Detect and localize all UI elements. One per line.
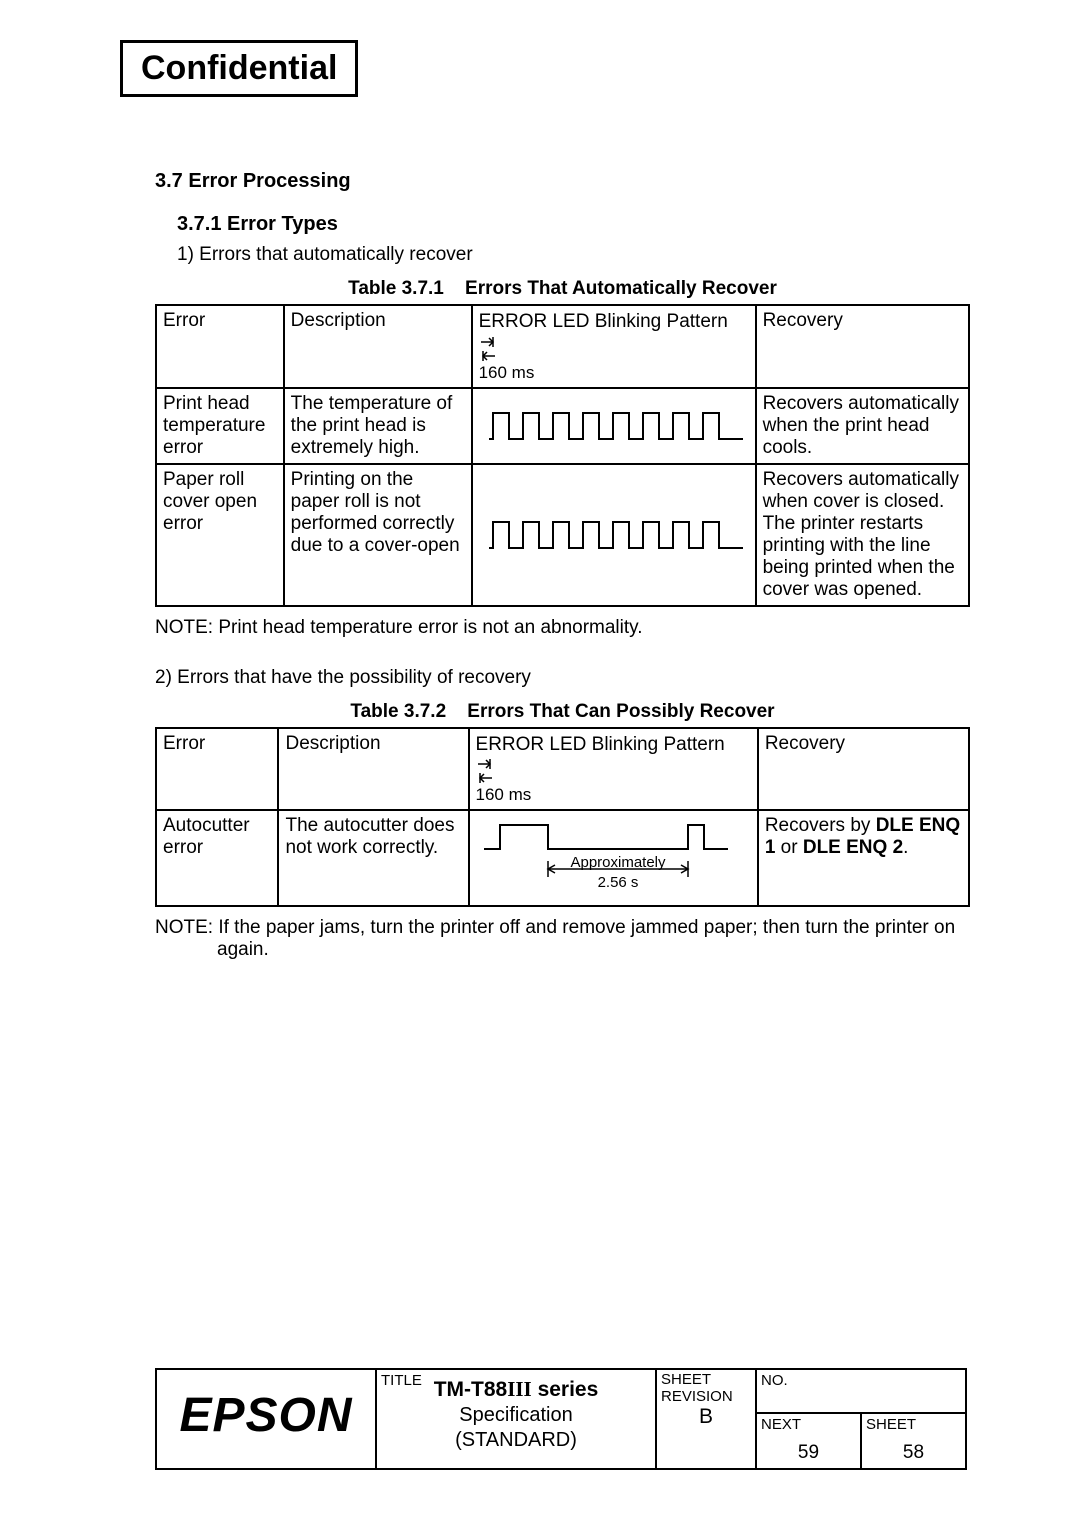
table-row: Paper roll cover open error Printing on … bbox=[156, 464, 969, 606]
next-cell: NEXT 59 bbox=[757, 1414, 861, 1468]
col-led: ERROR LED Blinking Pattern 160 ms bbox=[469, 728, 758, 811]
note-1: NOTE: Print head temperature error is no… bbox=[155, 617, 970, 639]
col-error: Error bbox=[156, 305, 284, 388]
col-led: ERROR LED Blinking Pattern 160 ms bbox=[472, 305, 756, 388]
col-desc: Description bbox=[284, 305, 472, 388]
caption-text: Errors That Automatically Recover bbox=[465, 278, 777, 299]
svg-text:2.56 s: 2.56 s bbox=[597, 874, 638, 891]
table-auto-recover: Error Description ERROR LED Blinking Pat… bbox=[155, 304, 970, 607]
next-label: NEXT bbox=[757, 1414, 860, 1438]
cell-desc: Printing on the paper roll is not perfor… bbox=[284, 464, 472, 606]
sheet-cell: SHEET 58 bbox=[861, 1414, 965, 1468]
sheet-revision-label: SHEETREVISION bbox=[657, 1370, 755, 1405]
cell-led-pattern bbox=[472, 464, 756, 606]
svg-text:Approximately: Approximately bbox=[570, 854, 666, 871]
sheet-revision-cell: SHEETREVISION B bbox=[656, 1369, 756, 1469]
table-row: Print head temperature error The tempera… bbox=[156, 388, 969, 464]
note-2-line2: again. bbox=[217, 939, 269, 960]
cell-led-pattern bbox=[472, 388, 756, 464]
col-error: Error bbox=[156, 728, 278, 811]
sheet-value: 58 bbox=[862, 1438, 965, 1468]
title-line2: Specification bbox=[459, 1404, 572, 1426]
cell-error: Print head temperature error bbox=[156, 388, 284, 464]
list-item-1: 1) Errors that automatically recover bbox=[177, 244, 970, 266]
col-desc: Description bbox=[278, 728, 468, 811]
no-label: NO. bbox=[757, 1370, 965, 1394]
caption-num: Table 3.7.1 bbox=[348, 278, 444, 299]
heading-3-7-1: 3.7.1 Error Types bbox=[177, 213, 970, 236]
next-value: 59 bbox=[757, 1438, 860, 1468]
list-item-2: 2) Errors that have the possibility of r… bbox=[155, 667, 970, 689]
title-block: EPSON TITLE TM-T88III series Specificati… bbox=[155, 1368, 967, 1470]
title-line1a: TM-T88 bbox=[434, 1378, 508, 1401]
cell-error: Paper roll cover open error bbox=[156, 464, 284, 606]
col-recovery: Recovery bbox=[756, 305, 969, 388]
cell-led-pattern: Approximately 2.56 s bbox=[469, 810, 758, 906]
table-1-caption: Table 3.7.1 Errors That Automatically Re… bbox=[155, 278, 970, 300]
note-2-line1: NOTE: If the paper jams, turn the printe… bbox=[155, 917, 955, 938]
revision-value: B bbox=[657, 1405, 755, 1439]
cell-recovery: Recovers by DLE ENQ 1 or DLE ENQ 2. bbox=[758, 810, 969, 906]
table-possibly-recover: Error Description ERROR LED Blinking Pat… bbox=[155, 727, 970, 908]
cell-desc: The autocutter does not work correctly. bbox=[278, 810, 468, 906]
title-line3: (STANDARD) bbox=[455, 1429, 577, 1451]
note-2: NOTE: If the paper jams, turn the printe… bbox=[155, 917, 970, 961]
title-label: TITLE bbox=[377, 1370, 422, 1389]
epson-logo: EPSON bbox=[157, 1370, 375, 1453]
caption-num: Table 3.7.2 bbox=[350, 701, 446, 722]
col-recovery: Recovery bbox=[758, 728, 969, 811]
cell-recovery: Recovers automatically when the print he… bbox=[756, 388, 969, 464]
caption-text: Errors That Can Possibly Recover bbox=[467, 701, 774, 722]
cell-desc: The temperature of the print head is ext… bbox=[284, 388, 472, 464]
cell-recovery: Recovers automatically when cover is clo… bbox=[756, 464, 969, 606]
sheet-label: SHEET bbox=[862, 1414, 965, 1438]
no-cell: NO. bbox=[756, 1369, 966, 1413]
title-line1b: III bbox=[507, 1377, 532, 1401]
logo-cell: EPSON bbox=[156, 1369, 376, 1469]
table-row: Autocutter error The autocutter does not… bbox=[156, 810, 969, 906]
page-content: 3.7 Error Processing 3.7.1 Error Types 1… bbox=[155, 170, 970, 989]
table-2-caption: Table 3.7.2 Errors That Can Possibly Rec… bbox=[155, 701, 970, 723]
title-line1c: series bbox=[532, 1378, 599, 1401]
confidential-stamp: Confidential bbox=[120, 40, 358, 97]
next-sheet-cell: NEXT 59 SHEET 58 bbox=[756, 1413, 966, 1469]
heading-3-7: 3.7 Error Processing bbox=[155, 170, 970, 193]
cell-error: Autocutter error bbox=[156, 810, 278, 906]
title-cell: TITLE TM-T88III series Specification (ST… bbox=[376, 1369, 656, 1469]
